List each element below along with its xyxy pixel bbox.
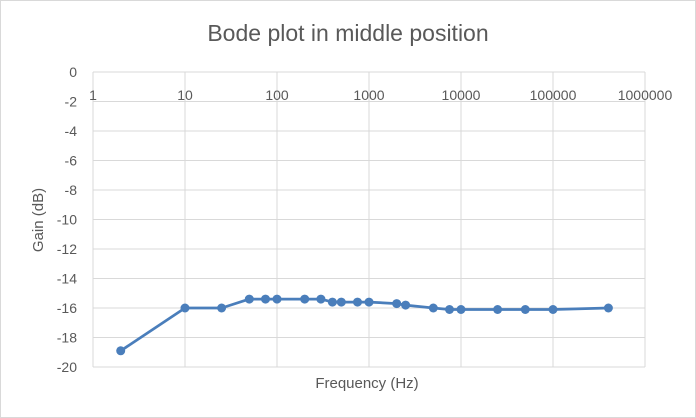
data-point — [180, 303, 190, 313]
data-point — [327, 297, 337, 307]
data-point — [116, 346, 126, 356]
data-point — [520, 305, 530, 314]
data-point — [336, 297, 346, 307]
data-point — [364, 297, 374, 307]
x-tick-label: 100 — [265, 87, 289, 103]
data-point — [261, 294, 270, 304]
chart-title: Bode plot in middle position — [207, 20, 488, 46]
grid-lines — [92, 71, 646, 368]
y-tick-label: -10 — [57, 212, 77, 228]
y-tick-label: 0 — [69, 64, 77, 80]
x-tick-label: 1000 — [353, 87, 384, 103]
y-tick-label: -8 — [65, 182, 78, 198]
y-tick-label: -18 — [57, 330, 77, 346]
x-tick-label: 10 — [177, 87, 193, 103]
data-point — [428, 303, 438, 313]
data-point — [445, 305, 454, 314]
data-point — [548, 305, 558, 314]
y-tick-label: -2 — [65, 94, 78, 110]
series-layer — [116, 294, 613, 356]
data-point — [217, 303, 227, 313]
y-tick-label: -6 — [65, 153, 78, 169]
y-tick-label: -12 — [57, 241, 77, 257]
data-point — [603, 303, 613, 313]
data-point — [244, 294, 254, 304]
data-point — [272, 294, 282, 304]
data-point — [401, 300, 411, 310]
y-tick-label: -16 — [57, 300, 77, 316]
data-point — [456, 305, 466, 314]
x-tick-label: 10000 — [442, 87, 481, 103]
data-point — [392, 299, 402, 309]
data-point — [353, 297, 362, 307]
x-axis-label: Frequency (Hz) — [315, 375, 418, 392]
x-tick-label: 100000 — [530, 87, 577, 103]
tick-labels: 0 -2 -4 -6 -8 -10 -12 -14 -16 -18 -20 1 10 100 1000 100… — [57, 64, 673, 375]
x-tick-label: 1 — [89, 87, 97, 103]
series-line — [119, 297, 610, 353]
data-point — [300, 294, 310, 304]
data-point — [493, 305, 503, 314]
y-tick-label: -4 — [65, 123, 78, 139]
data-point — [316, 294, 326, 304]
x-tick-label: 1000000 — [618, 87, 673, 103]
y-tick-label: -20 — [57, 359, 77, 375]
y-axis-label: Gain (dB) — [30, 188, 47, 252]
y-tick-label: -14 — [57, 271, 77, 287]
